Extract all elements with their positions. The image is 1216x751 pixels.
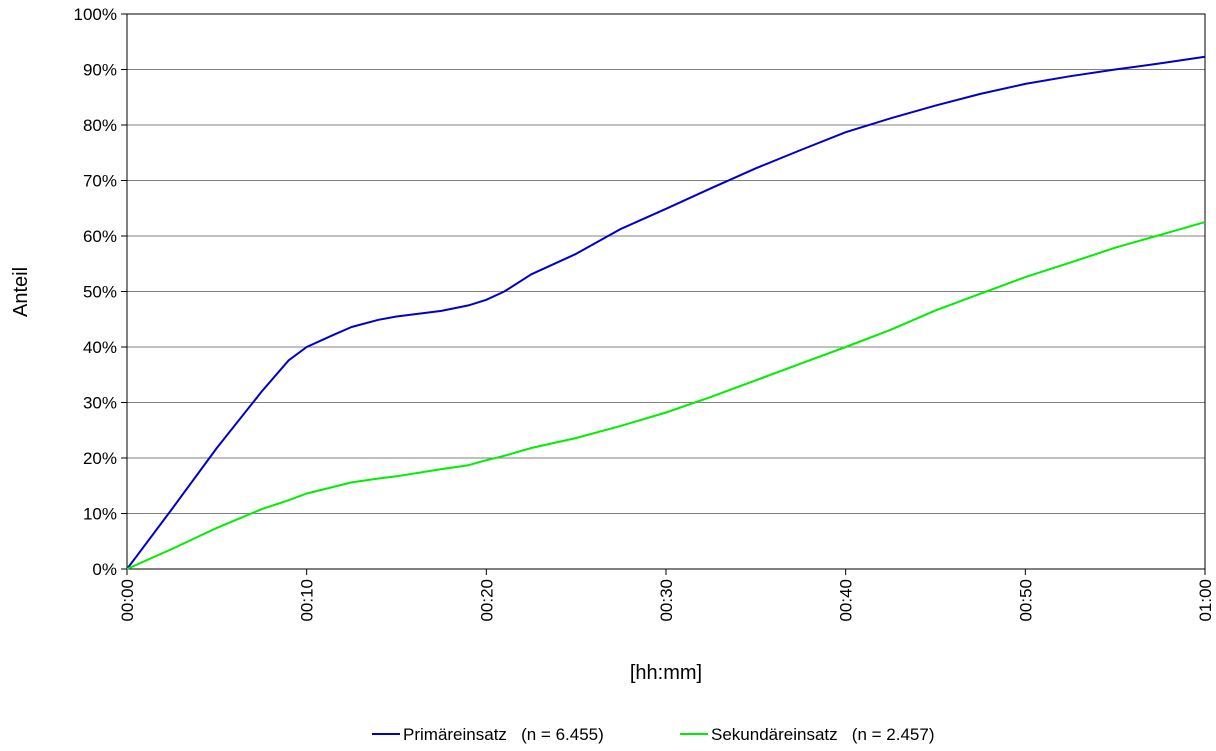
x-tick-label: 00:40 [837,579,856,622]
y-axis-ticks: 0% 10% 20% 30% 40% 50% 60% 70% 80% 90% 100% [74,5,127,579]
gridlines [127,69,1205,514]
y-tick-label: 30% [83,394,117,413]
x-axis-title: [hh:mm] [630,662,702,684]
y-tick-label: 80% [83,116,117,135]
series-line-2 [126,221,1206,570]
legend-label: Sekundäreinsatz (n = 2.457) [711,725,935,744]
series-line-1 [126,55,1206,570]
x-axis-ticks: 00:00 00:10 00:20 00:30 00:40 00:50 01:00 [118,569,1215,622]
y-tick-label: 100% [74,5,117,24]
y-axis-title: Anteil [10,267,32,317]
y-tick-label: 70% [83,172,117,191]
legend-label: Primäreinsatz (n = 6.455) [403,725,604,744]
x-tick-label: 00:00 [118,579,137,622]
x-tick-label: 00:30 [657,579,676,622]
x-tick-label: 00:20 [477,579,496,622]
legend: Primäreinsatz (n = 6.455) Sekundäreinsatz… [372,725,935,744]
x-tick-label: 00:10 [298,579,317,622]
y-tick-label: 90% [83,61,117,80]
y-tick-label: 50% [83,283,117,302]
y-tick-label: 10% [83,505,117,524]
y-tick-label: 20% [83,449,117,468]
series-lines [126,55,1206,570]
x-tick-label: 00:50 [1016,579,1035,622]
y-tick-label: 60% [83,227,117,246]
y-tick-label: 40% [83,338,117,357]
y-tick-label: 0% [92,560,117,579]
x-tick-label: 01:00 [1196,579,1215,622]
